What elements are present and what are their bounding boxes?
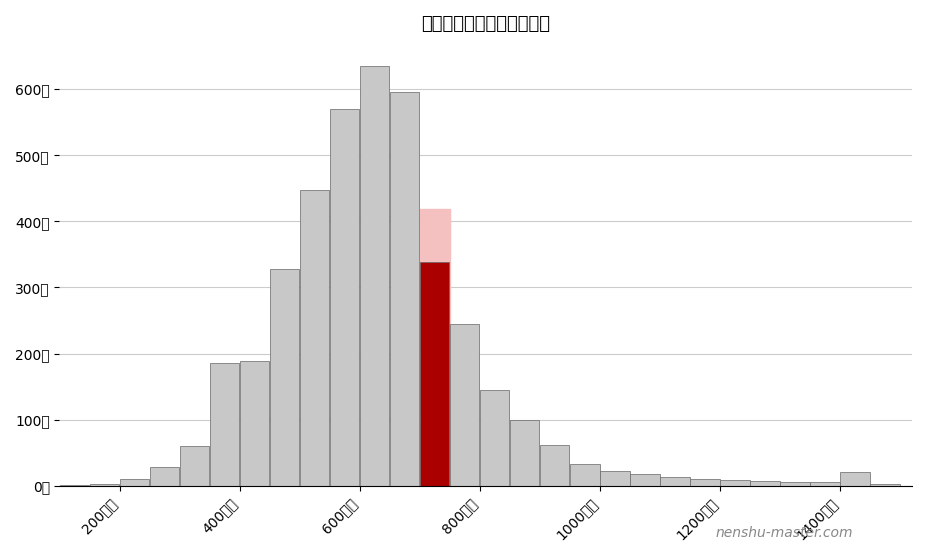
Bar: [870, 483, 900, 486]
Bar: [330, 109, 360, 486]
Bar: [510, 419, 540, 486]
Bar: [59, 485, 89, 486]
Bar: [570, 464, 600, 486]
Bar: [90, 483, 120, 486]
Bar: [420, 262, 450, 486]
Bar: [720, 480, 750, 486]
Bar: [180, 446, 210, 486]
Bar: [660, 477, 690, 486]
Bar: [150, 467, 179, 486]
Bar: [360, 66, 389, 486]
Bar: [210, 363, 239, 486]
Bar: [240, 361, 270, 486]
Bar: [630, 475, 659, 486]
Bar: [420, 209, 450, 486]
Bar: [540, 444, 569, 486]
Bar: [840, 472, 870, 486]
Bar: [390, 92, 419, 486]
Bar: [300, 190, 329, 486]
Bar: [750, 481, 780, 486]
Bar: [600, 471, 629, 486]
Bar: [691, 479, 719, 486]
Bar: [270, 269, 299, 486]
Bar: [450, 324, 479, 486]
Bar: [120, 479, 149, 486]
Bar: [480, 390, 510, 486]
Bar: [781, 482, 809, 486]
Bar: [810, 482, 840, 486]
Text: nenshu-master.com: nenshu-master.com: [716, 526, 853, 540]
Title: ホーチキの年収ポジション: ホーチキの年収ポジション: [421, 15, 551, 33]
